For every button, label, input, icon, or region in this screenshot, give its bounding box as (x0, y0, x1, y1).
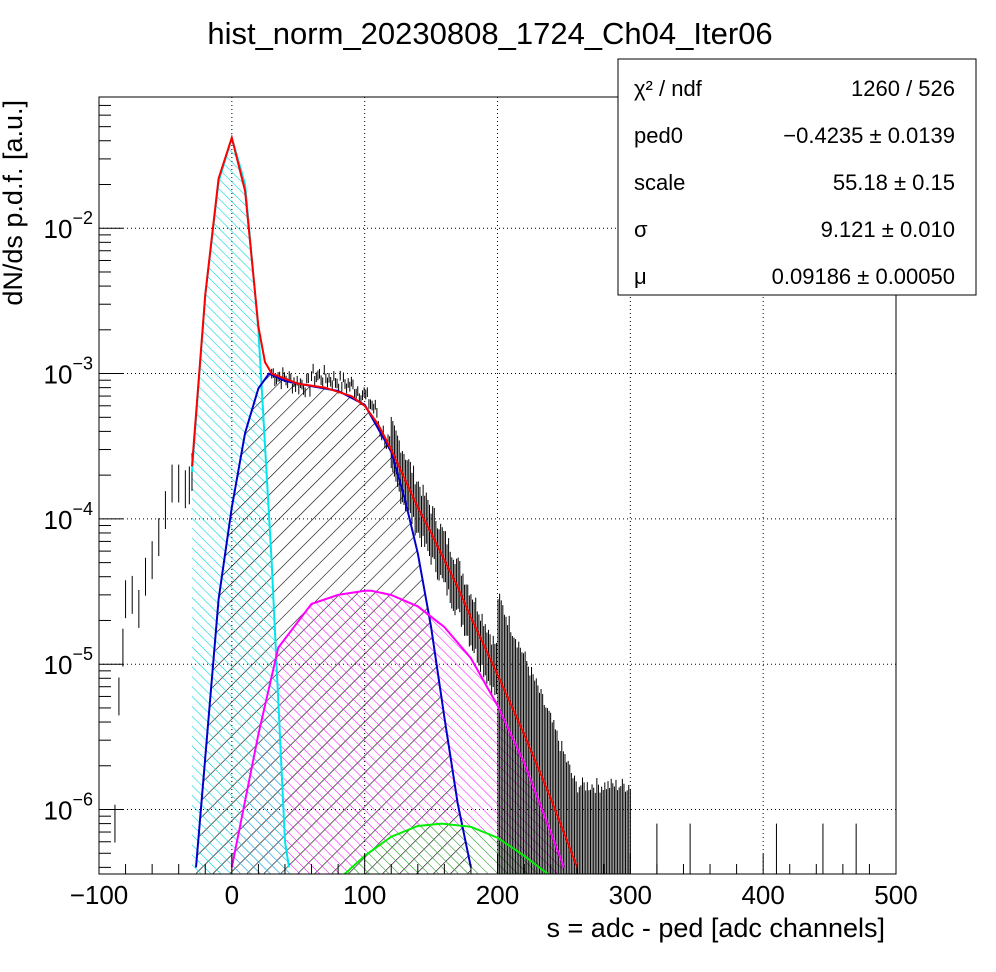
y-tick-label: 10−5 (44, 644, 93, 680)
x-tick-label: 300 (609, 880, 652, 910)
y-axis-label: dN/ds p.d.f. [a.u.] (0, 100, 28, 306)
stats-value: 1260 / 526 (851, 76, 955, 101)
stats-value: 0.09186 ± 0.00050 (772, 264, 955, 289)
fit-curves (191, 134, 579, 874)
y-tick-label: 10−3 (44, 354, 93, 390)
stats-label: σ (634, 217, 648, 242)
x-tick-label: 200 (476, 880, 519, 910)
x-tick-label: −100 (70, 880, 129, 910)
y-tick-label: 10−4 (44, 499, 93, 535)
fit-curve-2-p-e- (230, 589, 565, 868)
component-area-2-p-e- (231, 590, 564, 874)
x-tick-label: 0 (225, 880, 239, 910)
component-fills (192, 137, 564, 874)
x-tick-label: 500 (874, 880, 917, 910)
stats-value: 55.18 ± 0.15 (833, 170, 955, 195)
histogram (114, 363, 857, 874)
stats-label: scale (634, 170, 685, 195)
x-axis-label: s = adc - ped [adc channels] (547, 913, 885, 943)
x-tick-label: 400 (741, 880, 784, 910)
stats-box-frame (617, 58, 977, 296)
stats-value: 9.121 ± 0.010 (821, 217, 955, 242)
component-area-pedestal (192, 137, 289, 874)
y-axis: 10−2 10−3 10−4 10−5 10−6 (44, 96, 123, 868)
y-tick-label: 10−6 (44, 790, 93, 826)
stats-value: −0.4235 ± 0.0139 (783, 123, 955, 148)
y-tick-label: 10−2 (44, 208, 93, 244)
fit-curve-3-p-e- (344, 822, 549, 874)
stats-label: χ² / ndf (634, 76, 703, 101)
fit-curve-total-fit (191, 134, 579, 868)
x-tick-label: 100 (343, 880, 386, 910)
x-axis: −100 0 100 200 300 400 500 (70, 854, 918, 910)
stats-label: μ (634, 264, 647, 289)
fit-stats-box: χ² / ndf 1260 / 526 ped0 −0.4235 ± 0.0139 sc… (617, 58, 977, 296)
chart-title: hist_norm_20230808_1724_Ch04_Iter06 (207, 16, 772, 51)
stats-label: ped0 (634, 123, 683, 148)
